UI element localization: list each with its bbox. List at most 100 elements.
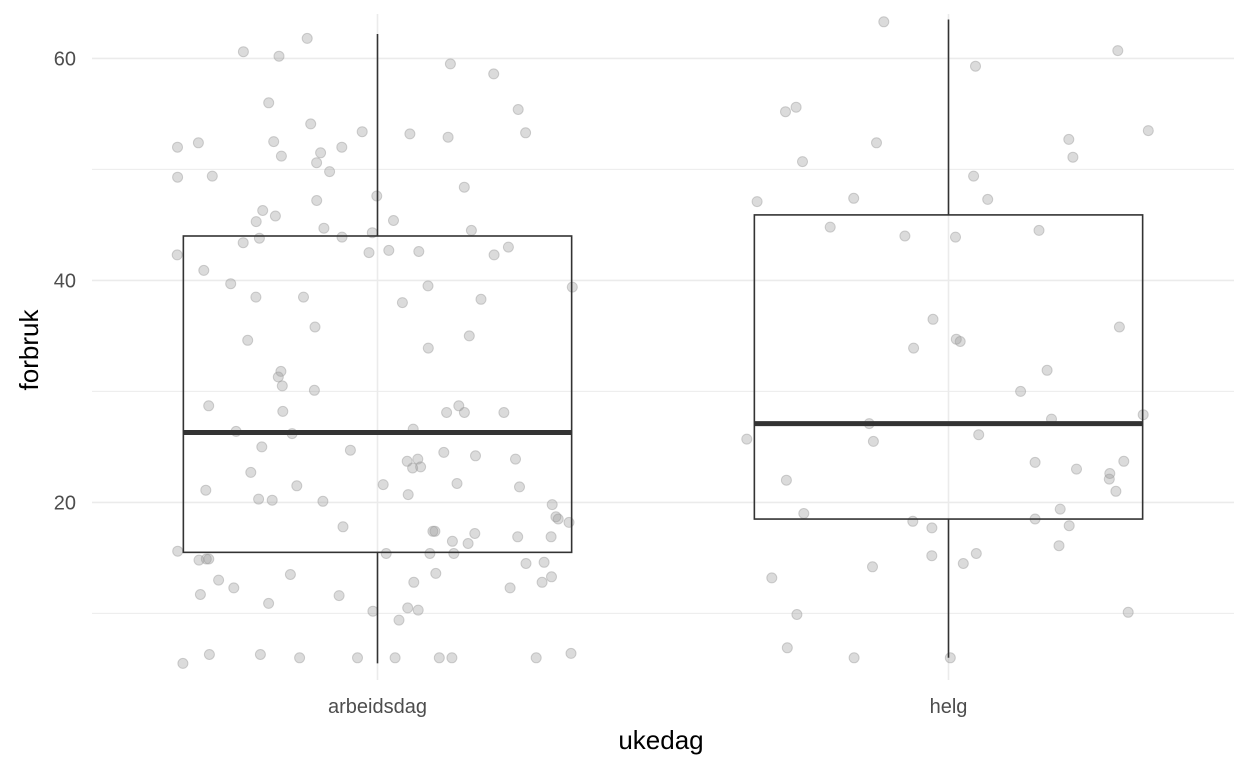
- data-point: [1063, 520, 1075, 532]
- data-point: [514, 481, 525, 493]
- data-point: [488, 249, 500, 261]
- data-point: [973, 429, 985, 441]
- data-point: [488, 68, 500, 80]
- data-point: [504, 582, 516, 594]
- data-point: [781, 642, 793, 654]
- data-point: [982, 193, 994, 205]
- data-point: [780, 106, 791, 118]
- data-point: [275, 150, 287, 162]
- data-point: [1104, 468, 1116, 479]
- data-point: [356, 126, 368, 138]
- data-point: [336, 231, 348, 243]
- data-point: [413, 246, 425, 257]
- box-iqr: [182, 235, 573, 554]
- data-point: [396, 297, 408, 309]
- data-point: [273, 50, 285, 62]
- data-point: [498, 407, 510, 418]
- data-point: [200, 484, 212, 496]
- data-point: [268, 136, 280, 148]
- data-point: [324, 166, 336, 178]
- data-point: [194, 589, 206, 600]
- data-point: [536, 576, 548, 588]
- data-point: [256, 441, 268, 453]
- data-point: [1067, 151, 1079, 163]
- data-point: [552, 513, 564, 525]
- data-point: [192, 137, 204, 149]
- data-point: [944, 652, 956, 664]
- data-point: [298, 291, 309, 303]
- data-point: [1033, 224, 1045, 236]
- data-point: [250, 291, 262, 303]
- data-point: [510, 453, 521, 465]
- data-point: [546, 499, 558, 511]
- data-point: [171, 249, 183, 261]
- data-point: [908, 342, 920, 354]
- data-point: [276, 380, 288, 392]
- data-point: [311, 195, 323, 206]
- data-point: [520, 127, 532, 139]
- data-point: [1142, 125, 1154, 137]
- data-point: [309, 321, 321, 333]
- box-iqr: [753, 214, 1144, 520]
- data-point: [550, 511, 562, 523]
- data-point: [520, 558, 532, 569]
- data-point: [203, 553, 215, 565]
- data-point: [257, 205, 269, 216]
- data-point: [878, 16, 890, 28]
- data-point: [954, 336, 966, 347]
- data-point: [275, 365, 287, 377]
- data-point: [446, 535, 458, 547]
- data-point: [1054, 503, 1066, 515]
- data-point: [453, 400, 465, 412]
- data-point: [950, 231, 961, 243]
- data-point: [352, 652, 363, 664]
- data-point: [206, 170, 218, 182]
- data-point: [317, 495, 329, 507]
- data-point: [404, 128, 416, 140]
- data-point: [791, 609, 803, 620]
- grid-lines: [92, 14, 1234, 680]
- data-point: [907, 515, 919, 527]
- y-axis-title: forbruk: [14, 309, 44, 391]
- data-point: [448, 548, 460, 559]
- data-point: [957, 558, 969, 569]
- data-point: [237, 237, 249, 249]
- data-point: [402, 602, 414, 614]
- data-point: [237, 46, 249, 58]
- data-point: [430, 567, 442, 579]
- data-point: [198, 264, 210, 276]
- data-point: [1053, 540, 1065, 552]
- data-point: [422, 342, 434, 354]
- data-point: [254, 649, 266, 660]
- data-point: [203, 649, 215, 660]
- data-point: [442, 131, 454, 143]
- data-point: [277, 405, 289, 417]
- data-point: [797, 156, 808, 168]
- data-point: [294, 652, 306, 664]
- data-point: [899, 230, 911, 242]
- data-point: [1063, 133, 1075, 145]
- y-tick-label: 40: [54, 270, 76, 292]
- data-point: [415, 461, 427, 473]
- data-point: [172, 141, 183, 153]
- data-point: [305, 118, 317, 130]
- data-point: [1112, 45, 1124, 57]
- data-point: [291, 480, 303, 492]
- data-point: [422, 280, 434, 292]
- x-axis-title: ukedag: [618, 725, 703, 755]
- data-point: [444, 58, 456, 70]
- data-point: [512, 104, 524, 115]
- data-point: [401, 455, 413, 467]
- x-tick-label: arbeidsdag: [328, 696, 427, 718]
- data-point: [848, 192, 860, 204]
- data-point: [470, 450, 481, 462]
- data-point: [333, 590, 345, 602]
- y-tick-label: 60: [54, 48, 76, 70]
- data-point: [228, 582, 240, 594]
- data-point: [462, 538, 474, 549]
- data-point: [469, 528, 481, 539]
- data-point: [336, 141, 348, 153]
- data-point: [438, 446, 450, 458]
